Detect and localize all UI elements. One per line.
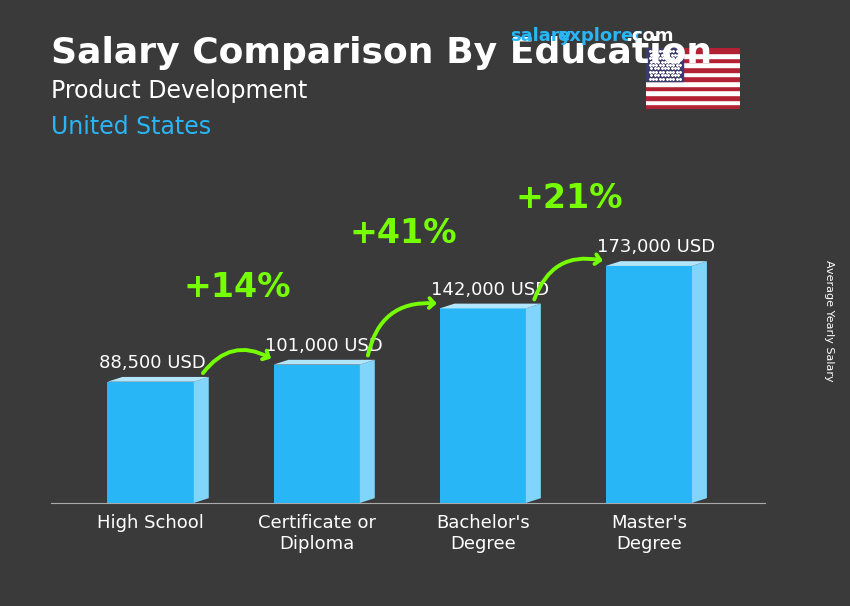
Text: 101,000 USD: 101,000 USD xyxy=(265,337,383,355)
Polygon shape xyxy=(107,377,209,382)
Text: salary: salary xyxy=(510,27,571,45)
Text: Product Development: Product Development xyxy=(51,79,308,103)
Polygon shape xyxy=(692,261,707,503)
Bar xyxy=(646,90,740,95)
Text: Salary Comparison By Education: Salary Comparison By Education xyxy=(51,36,712,70)
Polygon shape xyxy=(274,360,375,365)
Text: .com: .com xyxy=(625,27,673,45)
Bar xyxy=(646,76,740,81)
Polygon shape xyxy=(194,377,209,503)
Bar xyxy=(646,100,740,104)
Text: +41%: +41% xyxy=(349,216,457,250)
Text: United States: United States xyxy=(51,115,211,139)
Polygon shape xyxy=(605,261,707,266)
Polygon shape xyxy=(439,304,541,308)
Text: explorer: explorer xyxy=(557,27,642,45)
Bar xyxy=(646,48,740,53)
Text: 142,000 USD: 142,000 USD xyxy=(431,281,549,299)
Bar xyxy=(646,67,740,72)
Polygon shape xyxy=(107,382,194,503)
Text: Average Yearly Salary: Average Yearly Salary xyxy=(824,261,835,382)
Polygon shape xyxy=(526,304,541,503)
Bar xyxy=(646,53,740,58)
Polygon shape xyxy=(439,308,526,503)
Bar xyxy=(646,62,740,67)
Polygon shape xyxy=(360,360,375,503)
Bar xyxy=(646,81,740,86)
Bar xyxy=(646,104,740,109)
Text: +14%: +14% xyxy=(184,271,292,304)
Text: +21%: +21% xyxy=(516,182,623,215)
Bar xyxy=(646,95,740,100)
Text: 88,500 USD: 88,500 USD xyxy=(99,354,206,372)
Bar xyxy=(646,48,683,81)
Polygon shape xyxy=(605,266,692,503)
Bar xyxy=(646,72,740,76)
Polygon shape xyxy=(274,365,360,503)
Text: 173,000 USD: 173,000 USD xyxy=(598,238,716,256)
Bar xyxy=(646,86,740,90)
Bar xyxy=(646,58,740,62)
